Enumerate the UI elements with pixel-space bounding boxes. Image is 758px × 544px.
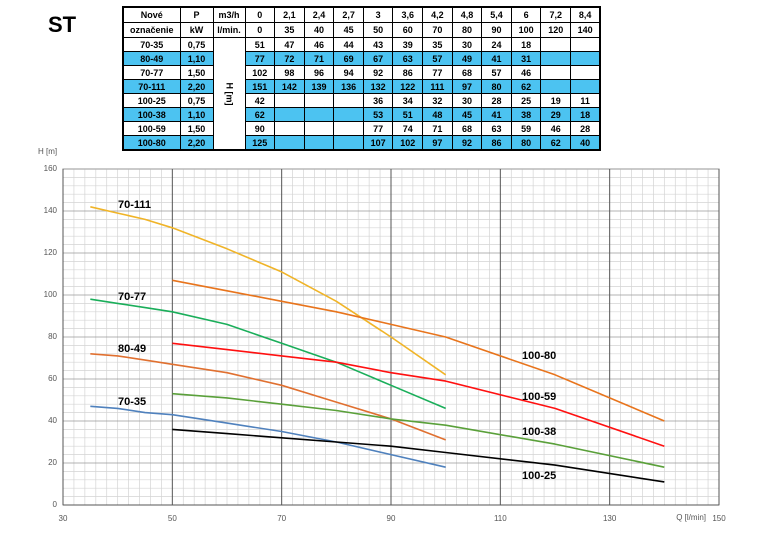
data-row: 100-59 1,50 90 77 74 71 68 63 59 46 28 (122, 121, 601, 136)
curve (90, 298, 446, 410)
curve (172, 392, 665, 468)
curve (172, 428, 665, 483)
pump-name: 100-80 (122, 135, 181, 151)
head-value: 68 (451, 121, 483, 136)
x-tick-label: 150 (712, 514, 726, 523)
head-value: 40 (570, 135, 601, 151)
head-value: 77 (362, 121, 394, 136)
power: 1,10 (179, 51, 214, 66)
curve-label: 100-38 (522, 426, 556, 438)
header-row: označenie kW l/min. 0 35 40 45 50 60 70 80 90 100 120… (122, 22, 601, 38)
y-tick-label: 80 (48, 332, 57, 341)
x-tick-label: 90 (387, 514, 396, 523)
h-label-cell: H [m] (212, 37, 246, 151)
curve-label: 100-59 (522, 391, 556, 403)
curve (172, 279, 665, 422)
head-value: 74 (392, 121, 424, 136)
y-tick-label: 100 (44, 290, 58, 299)
y-tick-label: 140 (44, 206, 58, 215)
curve-label: 80-49 (118, 343, 146, 355)
x-tick-label: 70 (277, 514, 286, 523)
y-tick-label: 120 (44, 248, 58, 257)
curve-label: 70-35 (118, 396, 146, 408)
curve-label: 100-25 (522, 470, 556, 482)
curve (90, 353, 446, 441)
power: 1,50 (179, 121, 214, 136)
x-tick-label: 30 (59, 514, 68, 523)
y-tick-label: 40 (48, 416, 57, 425)
x-axis-label: Q [l/min] (676, 513, 706, 522)
curve-label: 70-77 (118, 291, 146, 303)
x-tick-label: 50 (168, 514, 177, 523)
data-row: 70-77 1,50 102 98 96 94 92 86 77 68 57 46 (122, 65, 601, 80)
curve (90, 405, 446, 468)
head-value: 92 (451, 135, 483, 151)
curve (90, 206, 447, 376)
y-tick-label: 160 (44, 164, 58, 173)
x-tick-label: 130 (603, 514, 617, 523)
curve-label: 70-111 (118, 199, 151, 211)
header-cell: l/min. (212, 22, 246, 38)
y-axis-label: H [m] (38, 147, 57, 156)
power: 2,20 (179, 135, 214, 151)
y-tick-label: 0 (53, 500, 58, 509)
y-tick-label: 20 (48, 458, 57, 467)
y-tick-label: 60 (48, 374, 57, 383)
head-value: 71 (422, 121, 453, 136)
head-value: 62 (540, 135, 572, 151)
x-tick-label: 110 (494, 514, 507, 523)
curve (172, 342, 665, 447)
header-cell: 140 (570, 22, 601, 38)
head-value: 28 (570, 121, 601, 136)
curve-label: 100-80 (522, 350, 556, 362)
head-value: 59 (510, 121, 542, 136)
page-title: ST (48, 12, 77, 37)
pump-name: 100-59 (122, 121, 181, 136)
